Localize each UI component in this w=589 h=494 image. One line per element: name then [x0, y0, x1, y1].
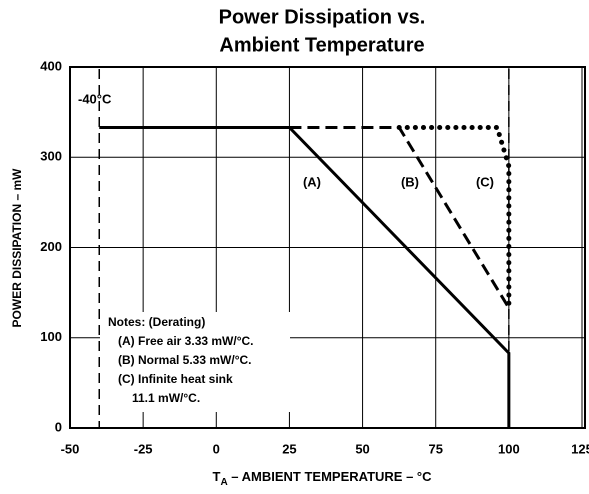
- x-axis-label: TA – AMBIENT TEMPERATURE – °C: [212, 469, 432, 487]
- series-line: [289, 125, 511, 309]
- series-label: (B): [401, 174, 419, 189]
- x-tick-label: 0: [213, 441, 220, 456]
- reference-label: -40°C: [78, 91, 112, 106]
- x-tick-label: -25: [134, 441, 153, 456]
- series-line: [396, 124, 512, 314]
- note: 11.1 mW/°C.: [132, 391, 200, 405]
- x-tick-label: 50: [355, 441, 369, 456]
- x-tick-label: 125: [571, 441, 589, 456]
- x-label-sub: A: [220, 477, 227, 488]
- y-tick-label: 100: [40, 329, 62, 344]
- series-label: (A): [303, 174, 321, 189]
- y-axis-label: POWER DISSIPATION – mW: [10, 168, 24, 328]
- y-tick-label: 300: [40, 149, 62, 164]
- note: (B) Normal 5.33 mW/°C.: [118, 353, 252, 367]
- x-label-rest: – AMBIENT TEMPERATURE – °C: [228, 469, 432, 484]
- notes-box: [100, 312, 290, 412]
- y-tick-label: 200: [40, 239, 62, 254]
- x-tick-label: 25: [282, 441, 296, 456]
- x-tick-label: 75: [428, 441, 442, 456]
- series-label: (C): [476, 174, 494, 189]
- note: (A) Free air 3.33 mW/°C.: [118, 334, 254, 348]
- y-tick-label: 400: [40, 58, 62, 73]
- x-label-main: T: [212, 469, 220, 484]
- x-tick-label: -50: [61, 441, 80, 456]
- note: (C) Infinite heat sink: [118, 372, 233, 386]
- note: Notes: (Derating): [108, 315, 205, 329]
- chart-title: Ambient Temperature: [219, 34, 424, 56]
- series-line: [99, 125, 511, 428]
- x-tick-label: 100: [498, 441, 520, 456]
- y-tick-label: 0: [55, 419, 62, 434]
- plot-frame: [69, 66, 586, 429]
- chart-title: Power Dissipation vs.: [219, 6, 426, 28]
